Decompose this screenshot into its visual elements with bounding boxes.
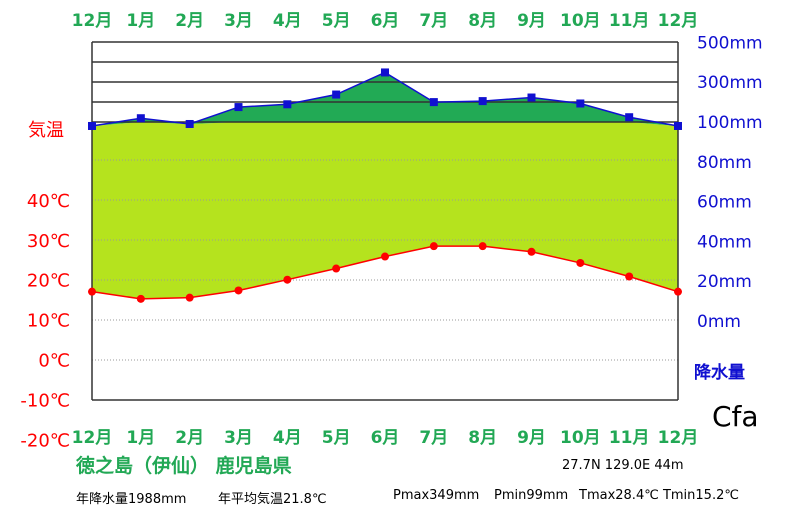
month-label: 8月 bbox=[468, 428, 497, 448]
temperature-tick: 20℃ bbox=[27, 271, 70, 292]
temperature-point bbox=[283, 275, 292, 284]
climate-code: Cfa bbox=[712, 400, 759, 433]
pmin: Pmin99mm bbox=[494, 488, 569, 503]
month-label: 10月 bbox=[560, 428, 601, 448]
temperature-point bbox=[478, 242, 487, 251]
precipitation-tick: 40mm bbox=[697, 232, 752, 252]
month-label: 10月 bbox=[560, 11, 601, 31]
precipitation-point bbox=[332, 90, 341, 99]
precipitation-tick: 500mm bbox=[697, 33, 763, 53]
month-label: 5月 bbox=[322, 428, 351, 448]
month-label: 3月 bbox=[224, 428, 253, 448]
precipitation-tick: 300mm bbox=[697, 73, 763, 93]
temperature-point bbox=[88, 287, 96, 296]
chart-fills bbox=[92, 72, 678, 299]
precipitation-tick: 60mm bbox=[697, 193, 752, 213]
temperature-point bbox=[234, 286, 243, 295]
month-label: 4月 bbox=[273, 428, 302, 448]
precipitation-point bbox=[527, 93, 536, 102]
temperature-point bbox=[625, 272, 634, 281]
chart-lines bbox=[88, 68, 682, 303]
month-label: 12月 bbox=[658, 428, 699, 448]
temperature-point bbox=[332, 264, 341, 273]
precipitation-point bbox=[283, 100, 292, 109]
temperature-tick: 30℃ bbox=[27, 231, 70, 252]
month-label: 6月 bbox=[371, 11, 400, 31]
annual-precip: 年降水量1988mm bbox=[76, 492, 187, 507]
temperature-point bbox=[576, 258, 585, 267]
precipitation-tick: 20mm bbox=[697, 272, 752, 292]
precipitation-point bbox=[429, 98, 438, 107]
precipitation-point bbox=[136, 114, 145, 123]
month-label: 1月 bbox=[126, 428, 155, 448]
precipitation-point bbox=[88, 121, 96, 130]
temperature-point bbox=[429, 242, 438, 251]
month-label: 3月 bbox=[224, 11, 253, 31]
precipitation-tick: 80mm bbox=[697, 153, 752, 173]
temperature-point bbox=[527, 247, 536, 256]
month-label: 5月 bbox=[322, 11, 351, 31]
month-label: 11月 bbox=[609, 428, 650, 448]
temperature-tick: 40℃ bbox=[27, 191, 70, 212]
temperature-point bbox=[136, 294, 145, 303]
precipitation-point bbox=[381, 68, 389, 77]
precipitation-point bbox=[478, 97, 487, 106]
station-coords: 27.7N 129.0E 44m bbox=[562, 458, 684, 473]
precipitation-point bbox=[674, 121, 682, 130]
month-label: 6月 bbox=[371, 428, 400, 448]
annual-temp: 年平均気温21.8℃ bbox=[218, 492, 327, 507]
precipitation-tick: 100mm bbox=[697, 113, 763, 133]
precipitation-point bbox=[185, 119, 194, 128]
precipitation-axis-label: 降水量 bbox=[694, 362, 745, 383]
month-label: 2月 bbox=[175, 428, 204, 448]
precipitation-point bbox=[625, 113, 634, 122]
wet-area bbox=[92, 122, 678, 299]
month-label: 1月 bbox=[126, 11, 155, 31]
month-label: 9月 bbox=[517, 428, 546, 448]
month-label: 4月 bbox=[273, 11, 302, 31]
temperature-point bbox=[185, 293, 194, 302]
precipitation-point bbox=[576, 99, 585, 108]
temperature-point bbox=[674, 287, 682, 296]
perhumid-area bbox=[92, 72, 678, 126]
month-label: 12月 bbox=[658, 11, 699, 31]
precipitation-tick: 0mm bbox=[697, 312, 741, 332]
month-label: 12月 bbox=[72, 11, 113, 31]
month-label: 7月 bbox=[419, 428, 448, 448]
temperature-tick: -20℃ bbox=[20, 430, 70, 451]
month-label: 2月 bbox=[175, 11, 204, 31]
temperature-tick: -10℃ bbox=[20, 390, 70, 411]
pmax: Pmax349mm bbox=[393, 488, 480, 503]
temperature-point bbox=[381, 252, 389, 261]
month-label: 7月 bbox=[419, 11, 448, 31]
temperature-tick: 0℃ bbox=[38, 351, 70, 372]
month-label: 9月 bbox=[517, 11, 546, 31]
precipitation-point bbox=[234, 103, 243, 112]
chart-labels: 12月 12月 1月 1月 2月 2月 3月 3月 4月 4月 5月 5月 6月 6月 7月 7月 8月 8月 9月… bbox=[20, 11, 762, 451]
month-label: 8月 bbox=[468, 11, 497, 31]
month-label: 11月 bbox=[609, 11, 650, 31]
temperature-tick: 10℃ bbox=[27, 311, 70, 332]
month-label: 12月 bbox=[72, 428, 113, 448]
station-name: 徳之島（伊仙） 鹿児島県 bbox=[76, 455, 292, 477]
temperature-axis-label: 気温 bbox=[28, 120, 64, 141]
tmax-tmin: Tmax28.4℃ Tmin15.2℃ bbox=[579, 488, 739, 503]
